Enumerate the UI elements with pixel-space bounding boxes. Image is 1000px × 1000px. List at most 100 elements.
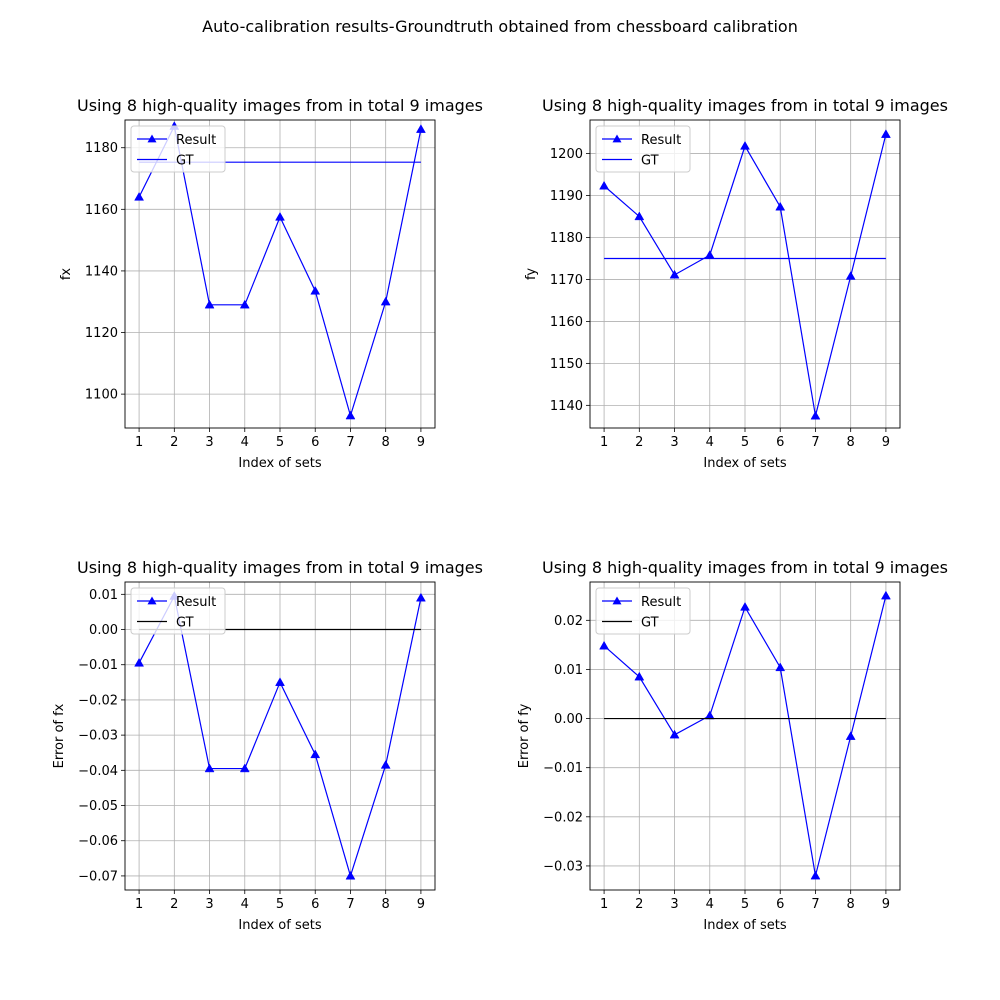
legend-label: GT xyxy=(176,154,194,169)
x-tick-label: 5 xyxy=(741,897,749,912)
data-point xyxy=(345,870,356,880)
legend-box xyxy=(130,587,226,635)
x-tick-label: 6 xyxy=(776,897,784,912)
x-tick-label: 3 xyxy=(205,897,213,912)
subplot-title: Using 8 high-quality images from in tota… xyxy=(77,96,483,115)
x-tick-label: 9 xyxy=(417,897,425,912)
data-point xyxy=(775,201,786,211)
data-point xyxy=(740,602,750,611)
legend-marker xyxy=(147,596,157,605)
x-tick-label: 6 xyxy=(311,897,319,912)
data-point xyxy=(880,590,891,600)
data-point xyxy=(775,662,786,672)
y-tick-label: 1160 xyxy=(85,203,118,218)
y-tick-label: 0.00 xyxy=(554,712,583,727)
legend-label: Result xyxy=(176,595,216,610)
y-tick-label: −0.02 xyxy=(78,693,118,708)
x-tick-label: 8 xyxy=(847,435,855,450)
x-tick-label: 5 xyxy=(276,435,284,450)
x-tick-label: 9 xyxy=(417,435,425,450)
axes-frame xyxy=(124,119,436,429)
data-point xyxy=(134,191,145,201)
y-tick-label: −0.07 xyxy=(78,869,118,884)
data-point xyxy=(239,299,250,309)
data-point xyxy=(599,640,610,650)
data-point xyxy=(740,141,750,150)
y-tick-label: 1200 xyxy=(550,147,583,162)
x-axis-label: Index of sets xyxy=(703,456,786,471)
x-tick-label: 8 xyxy=(382,435,390,450)
x-tick-label: 1 xyxy=(135,435,143,450)
legend: Result GT xyxy=(130,587,226,635)
y-tick-label: −0.01 xyxy=(78,658,118,673)
y-axis-label: fx xyxy=(59,268,74,281)
y-tick-label: 1100 xyxy=(85,388,118,403)
data-point xyxy=(415,124,426,133)
x-tick-label: 4 xyxy=(706,435,714,450)
data-point xyxy=(704,710,715,720)
legend-marker xyxy=(147,134,157,143)
x-tick-label: 6 xyxy=(776,435,784,450)
x-tick-label: 9 xyxy=(882,897,890,912)
x-tick-label: 4 xyxy=(706,897,714,912)
x-tick-label: 5 xyxy=(276,897,284,912)
y-tick-label: 1150 xyxy=(550,357,583,372)
y-tick-label: −0.04 xyxy=(78,764,118,779)
x-tick-label: 1 xyxy=(600,435,608,450)
y-tick-label: 1190 xyxy=(550,189,583,204)
data-point xyxy=(704,250,715,259)
data-point xyxy=(204,763,215,773)
legend-label: GT xyxy=(176,616,194,631)
data-point xyxy=(634,211,645,221)
data-point xyxy=(669,729,680,739)
x-tick-label: 1 xyxy=(135,897,143,912)
y-tick-label: 1140 xyxy=(85,264,118,279)
y-tick-label: 1180 xyxy=(550,231,583,246)
y-tick-label: −0.06 xyxy=(78,834,118,849)
legend-label: Result xyxy=(176,133,216,148)
legend: Result GT xyxy=(595,587,691,635)
axes-frame xyxy=(124,581,436,891)
y-tick-label: 0.00 xyxy=(89,623,118,638)
subplot-4: 1 2 3 4 5 6 7 8 9 −0.03 −0.02 −0.01 0.00 0.01 0.02 Resu… xyxy=(517,558,948,933)
x-tick-label: 3 xyxy=(205,435,213,450)
y-tick-label: 0.02 xyxy=(554,614,583,629)
legend: Result GT xyxy=(130,125,226,173)
data-point xyxy=(634,671,645,681)
x-tick-label: 2 xyxy=(635,897,643,912)
legend-marker xyxy=(612,134,622,143)
x-tick-label: 9 xyxy=(882,435,890,450)
x-tick-label: 6 xyxy=(311,435,319,450)
figure-title: Auto-calibration results-Groundtruth obt… xyxy=(202,17,798,36)
data-point xyxy=(669,269,680,279)
y-tick-label: 1140 xyxy=(550,399,583,414)
subplot-2: 1 2 3 4 5 6 7 8 9 1140 1150 1160 1170 1180 1190 1200 Res… xyxy=(524,96,948,471)
data-point xyxy=(845,731,856,740)
x-tick-label: 7 xyxy=(346,435,354,450)
legend: Result GT xyxy=(595,125,691,173)
data-point xyxy=(415,592,426,602)
x-tick-label: 3 xyxy=(670,435,678,450)
y-tick-label: −0.03 xyxy=(543,859,583,874)
data-point xyxy=(310,285,321,295)
data-point xyxy=(380,296,391,306)
y-tick-label: −0.05 xyxy=(78,799,118,814)
y-tick-label: 1180 xyxy=(85,141,118,156)
data-point xyxy=(380,760,391,769)
x-tick-label: 8 xyxy=(382,897,390,912)
x-tick-label: 2 xyxy=(635,435,643,450)
y-tick-label: 1120 xyxy=(85,326,118,341)
data-point xyxy=(204,299,215,309)
x-tick-label: 5 xyxy=(741,435,749,450)
y-tick-label: −0.01 xyxy=(543,761,583,776)
x-tick-label: 2 xyxy=(170,897,178,912)
y-tick-label: −0.02 xyxy=(543,810,583,825)
axes-frame xyxy=(589,119,901,429)
x-tick-label: 7 xyxy=(346,897,354,912)
data-point xyxy=(275,677,285,686)
legend-box xyxy=(130,125,226,173)
data-point xyxy=(239,763,250,773)
legend-marker xyxy=(612,596,622,605)
y-tick-label: 1160 xyxy=(550,315,583,330)
y-axis-label: Error of fy xyxy=(517,703,532,768)
